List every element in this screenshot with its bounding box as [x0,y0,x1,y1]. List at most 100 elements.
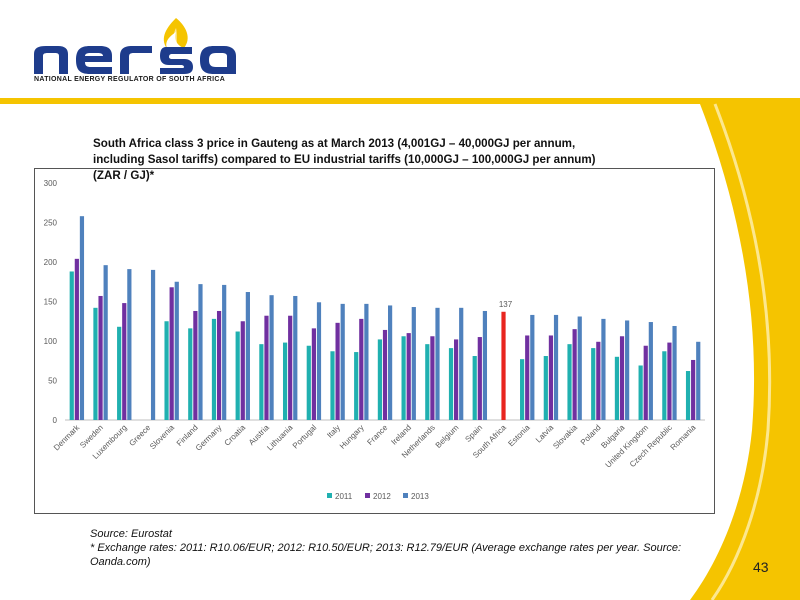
x-tick-label: Croatia [223,423,248,448]
x-tick-label: Czech Republic [628,423,674,469]
bar-2012 [525,335,530,420]
bar-2012 [596,341,601,420]
x-tick-label: Slovakia [551,423,579,451]
bar-2012 [619,336,625,420]
bar-2012 [216,310,222,420]
legend-swatch-2011 [327,493,332,498]
x-tick-label: Italy [325,423,342,440]
x-tick-label: Slovenia [148,423,176,451]
x-tick-label: France [365,423,389,447]
bar-2012 [288,315,293,420]
bar-2012 [572,329,577,420]
bar-2013 [577,316,582,420]
bar-2013 [672,325,677,420]
y-tick-label: 300 [44,179,58,188]
bar-2011 [259,344,264,420]
bar-2012 [643,345,648,420]
bar-2012 [548,335,554,420]
bar-2013 [340,303,345,420]
x-tick-label: Germany [194,423,224,453]
bar-2011 [425,344,430,420]
bar-2011 [638,365,643,420]
bar-2013 [103,265,108,420]
bar-2013 [174,281,179,420]
bar-2012 [691,359,696,420]
bar-2011 [685,371,691,420]
side-swoosh [690,104,800,600]
chart-frame: 0 50 100 150 200 250 300 Denmark Sweden Luxembour… [34,168,715,514]
bar-highlight [501,311,506,420]
bar-2011 [188,328,193,420]
legend-label: 2012 [373,492,391,501]
bar-2013 [269,295,274,420]
exchange-rate-note: * Exchange rates: 2011: R10.06/EUR; 2012… [90,542,682,568]
x-tick-label: Hungary [338,423,366,451]
bar-2013 [198,284,203,420]
x-tick-label: Denmark [52,422,82,452]
bar-2011 [614,356,620,420]
bar-2011 [543,356,548,420]
bar-chart: 050100150200250300DenmarkSwedenLuxembour… [44,179,705,501]
bar-2011 [448,348,454,420]
y-tick-label: 250 [44,219,58,228]
bar-2011 [282,342,288,420]
bar-2013 [459,307,464,420]
y-tick-label: 100 [44,337,58,346]
source-line: Source: Eurostat [90,528,172,540]
bar-2011 [377,339,382,420]
bar-2013 [245,292,250,420]
bar-2013 [316,302,322,420]
bar-2012 [311,328,316,420]
bar-2012 [74,258,79,420]
nersa-logo-mark [34,18,236,74]
x-tick-label: Belgium [434,423,461,450]
y-tick-label: 150 [44,298,58,307]
bar-2011 [330,351,335,420]
nersa-logo [32,14,242,89]
bar-2013 [553,314,559,420]
bar-2011 [235,331,240,420]
bar-2013 [696,341,701,420]
bar-2011 [69,271,74,420]
bar-2013 [625,320,630,420]
bar-2013 [150,269,156,420]
bar-2012 [359,318,364,420]
bar-2012 [667,342,672,420]
bar-2013 [601,318,606,420]
bar-2013 [79,216,85,420]
bar-2012 [122,303,127,420]
legend-label: 2011 [335,492,353,501]
bar-2013 [435,307,440,420]
bar-2012 [240,321,245,420]
bar-2013 [482,310,488,420]
bar-2013 [364,303,369,420]
bar-2011 [520,359,525,420]
x-tick-label: Latvia [534,423,556,445]
data-label: 137 [499,300,513,309]
bar-2011 [354,352,359,420]
bar-2013 [388,305,393,420]
bar-2012 [406,333,411,420]
bar-2013 [222,284,227,420]
bar-2012 [454,339,459,420]
bar-2011 [164,321,169,420]
bar-2011 [401,336,406,420]
bar-2011 [306,345,311,420]
y-tick-label: 50 [48,377,57,386]
bar-2013 [293,295,298,420]
legend-swatch-2013 [403,493,408,498]
bar-2011 [117,326,122,420]
bar-2011 [93,307,98,420]
bar-2011 [472,356,477,420]
page-number: 43 [753,559,769,575]
x-tick-label: Spain [463,423,484,444]
bar-2012 [98,295,103,420]
bar-2013 [648,322,653,420]
header-band [0,98,800,104]
chart-title: South Africa class 3 price in Gauteng as… [93,137,596,182]
bar-2011 [662,351,667,420]
x-tick-label: Romania [669,423,698,452]
bar-2012 [335,322,340,420]
bar-2011 [211,318,217,420]
